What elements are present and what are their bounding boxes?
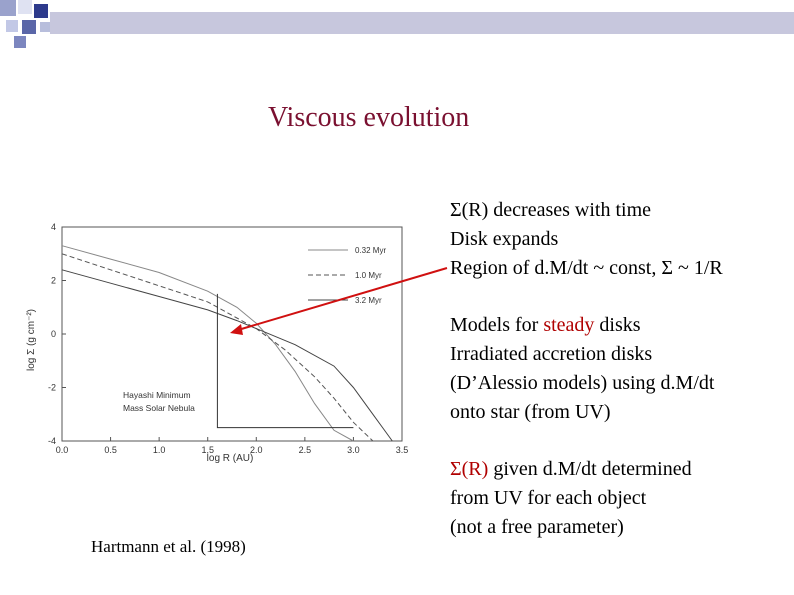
series-line-4 [216,293,354,429]
y-tick-label: 0 [51,329,56,339]
deco-square [40,22,50,32]
x-tick-label: 2.5 [299,445,312,455]
text-line: onto star (from UV) [450,401,611,423]
text-line: Σ(R) decreases with time [450,196,723,225]
annotation-hayashi: Hayashi Minimum [123,390,191,400]
text-line: Models for steady disks [450,311,714,340]
text-line: Σ(R) given d.M/dt determined [450,455,692,484]
deco-square [6,20,18,32]
text-line: Region of d.M/dt ~ const, Σ ~ 1/R [450,257,723,279]
text-span: Models for [450,314,544,336]
deco-square [22,20,36,34]
text-span: given d.M/dt determined [488,458,692,480]
legend-label-2: 1.0 Myr [355,271,382,280]
y-axis-label: log Σ (g cm⁻²) [26,309,37,371]
deco-square [18,0,32,14]
text-block-given: Σ(R) given d.M/dt determined from UV for… [450,455,692,542]
highlight-sigma-r: Σ(R) [450,458,489,480]
x-tick-label: 3.0 [347,445,360,455]
text-line: from UV for each object [450,487,647,509]
header-decoration-bar [50,12,794,34]
x-tick-label: 1.0 [153,445,166,455]
x-axis-label: log R (AU) [207,453,254,464]
x-tick-label: 3.5 [396,445,409,455]
surface-density-plot: 0.0 0.5 1.0 1.5 2.0 2.5 3.0 3.5 4 2 0 -2 -4 log Σ (g… [26,222,409,464]
x-tick-label: 0.0 [56,445,69,455]
text-block-sigma: Σ(R) decreases with time Disk expands Re… [450,196,723,283]
y-tick-label: 4 [51,222,56,232]
text-span: disks [594,314,641,336]
series-line-3 [61,269,393,442]
text-block-models: Models for steady disks Irradiated accre… [450,311,714,427]
x-tick-label: 1.5 [201,445,214,455]
annotation-nebula: Mass Solar Nebula [123,403,195,413]
y-tick-label: -2 [48,383,56,393]
deco-square [14,36,26,48]
text-span: (R) decreases with time [461,199,652,221]
text-line: Disk expands [450,228,559,250]
plot-frame [61,226,403,442]
text-line: Irradiated accretion disks [450,343,653,365]
slide-title: Viscous evolution [268,102,470,133]
text-line: (not a free parameter) [450,516,624,538]
deco-square [34,4,48,18]
deco-square [0,0,16,16]
y-tick-label: -4 [48,436,56,446]
legend-label-3: 3.2 Myr [355,296,382,305]
legend-label-1: 0.32 Myr [355,246,386,255]
sigma-symbol: Σ [450,199,462,221]
figure-caption: Hartmann et al. (1998) [91,537,246,556]
text-line: (D’Alessio models) using d.M/dt [450,372,715,394]
highlight-steady: steady [543,314,595,336]
x-tick-label: 0.5 [104,445,117,455]
figure-panel: 0.0 0.5 1.0 1.5 2.0 2.5 3.0 3.5 4 2 0 -2 -4 log Σ (g… [20,215,420,465]
y-tick-label: 2 [51,276,56,286]
x-tick-label: 2.0 [250,445,263,455]
